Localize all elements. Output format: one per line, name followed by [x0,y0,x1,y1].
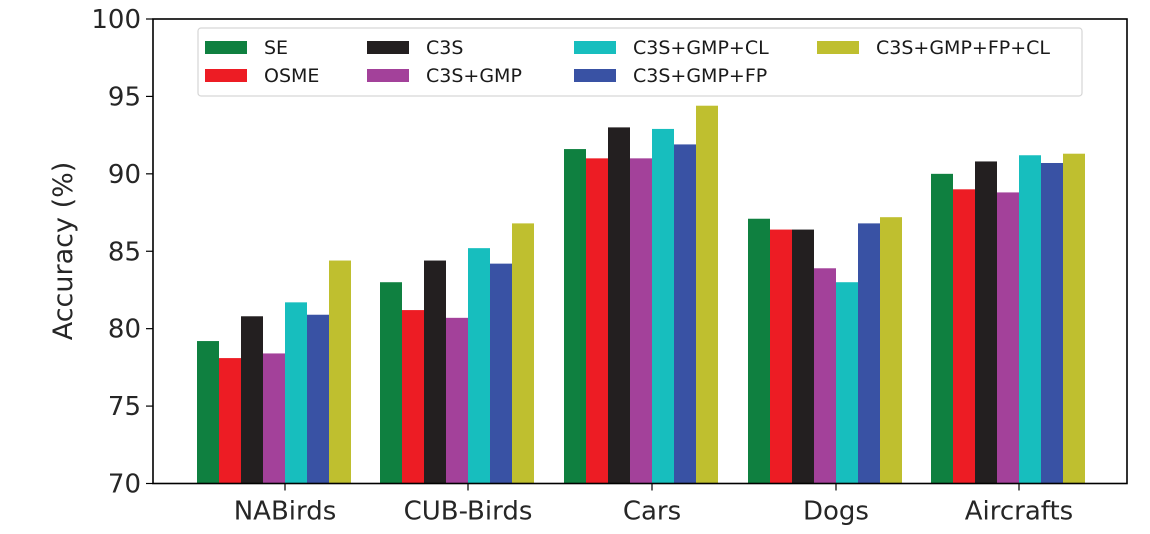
bars-layer [197,105,1085,484]
bar-c3s-nabirds [241,316,263,484]
legend-item: C3S+GMP [367,65,522,87]
y-tick-label: 80 [108,315,141,345]
bar-osme-cars [586,158,608,484]
bar-osme-cub-birds [402,310,424,484]
legend-item: C3S+GMP+FP+CL [817,37,1050,59]
y-tick-label: 95 [108,82,141,112]
legend-label: C3S+GMP+CL [633,37,769,59]
bar-group-cub-birds [380,223,534,484]
bar-c3s-gmp-fp-cl-cub-birds [512,223,534,484]
legend-swatch [367,69,409,82]
x-tick-label: Dogs [803,497,869,527]
legend-label: SE [264,37,288,59]
x-tick-label: Aircrafts [965,497,1073,527]
legend-swatch [205,69,247,82]
bar-c3s-gmp-dogs [814,268,836,484]
legend-item: C3S [367,37,463,59]
bar-osme-dogs [770,229,792,484]
legend-item: C3S+GMP+FP [574,65,767,87]
bar-osme-nabirds [219,358,241,484]
y-axis-title: Accuracy (%) [48,162,79,341]
bar-c3s-gmp-aircrafts [997,192,1019,484]
bar-c3s-gmp-cars [630,158,652,484]
legend-swatch [205,41,247,54]
bar-c3s-gmp-cl-cars [652,128,674,484]
y-tick-label: 70 [108,470,141,500]
bar-group-cars [564,105,718,484]
y-tick-label: 85 [108,237,141,267]
y-tick-label: 75 [108,392,141,422]
bar-c3s-gmp-fp-dogs [858,223,880,484]
legend-item: C3S+GMP+CL [574,37,769,59]
bar-c3s-gmp-cl-aircrafts [1019,155,1041,484]
bar-se-cars [564,149,586,484]
bar-c3s-dogs [792,229,814,484]
legend-item: OSME [205,65,319,87]
legend-swatch [367,41,409,54]
bar-c3s-gmp-fp-cars [674,144,696,484]
legend-label: OSME [264,65,319,87]
bar-c3s-gmp-fp-cub-birds [490,263,512,484]
bar-c3s-gmp-fp-cl-nabirds [329,260,351,484]
bar-group-nabirds [197,260,351,484]
bar-c3s-gmp-cub-birds [446,317,468,484]
bar-se-nabirds [197,341,219,484]
y-tick-label: 100 [91,5,141,35]
bar-c3s-gmp-cl-nabirds [285,302,307,484]
bar-c3s-gmp-fp-aircrafts [1041,162,1063,484]
bar-c3s-gmp-cl-dogs [836,282,858,484]
legend-label: C3S+GMP+FP+CL [876,37,1050,59]
x-tick-label: NABirds [234,497,337,527]
x-tick-label: Cars [623,497,681,527]
bar-c3s-aircrafts [975,161,997,484]
legend-label: C3S [426,37,463,59]
bar-c3s-cars [608,127,630,484]
bar-c3s-gmp-cl-cub-birds [468,248,490,484]
bar-group-dogs [748,217,902,484]
legend-label: C3S+GMP [426,65,522,87]
x-axis: NABirds CUB-Birds Cars Dogs Aircrafts [234,483,1073,527]
y-axis: 70 75 80 85 90 95 100 [91,5,153,500]
legend-swatch [574,69,616,82]
bar-c3s-cub-birds [424,260,446,484]
bar-c3s-gmp-fp-cl-aircrafts [1063,153,1085,484]
legend-label: C3S+GMP+FP [633,65,767,87]
bar-c3s-gmp-fp-cl-cars [696,105,718,484]
bar-se-dogs [748,218,770,484]
legend-swatch [817,41,859,54]
bar-c3s-gmp-fp-nabirds [307,314,329,484]
y-tick-label: 90 [108,160,141,190]
bar-osme-aircrafts [953,189,975,484]
legend-swatch [574,41,616,54]
bar-c3s-gmp-nabirds [263,353,285,484]
x-tick-label: CUB-Birds [404,497,533,527]
bar-group-aircrafts [931,153,1085,484]
bar-c3s-gmp-fp-cl-dogs [880,217,902,484]
bar-se-cub-birds [380,282,402,484]
bar-se-aircrafts [931,173,953,484]
legend: SE OSME C3S C3S+GMP C3S+GMP+CL C3S+GMP+FP C3S+… [197,27,1083,97]
legend-item: SE [205,37,288,59]
legend-box [197,27,1083,97]
